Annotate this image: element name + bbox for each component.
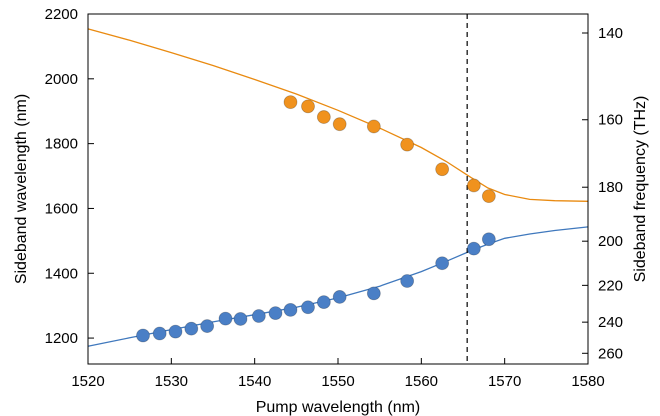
y2-tick-label: 180	[598, 179, 623, 196]
data-point	[332, 117, 347, 132]
data-point	[316, 295, 331, 310]
x-tick-label: 1530	[155, 373, 188, 390]
data-point	[466, 178, 481, 193]
data-point	[268, 306, 283, 321]
data-point	[218, 311, 233, 326]
y2-tick-label: 240	[598, 314, 623, 331]
data-point	[200, 319, 215, 333]
y-axis-label: Sideband wavelength (nm)	[13, 94, 30, 284]
data-point	[435, 256, 450, 271]
fit-line	[87, 28, 589, 202]
y2-tick-label: 200	[598, 233, 623, 250]
x-axis: 1520 1530 1540 1550 1560 1570 1580	[71, 358, 605, 390]
x-tick-label: 1540	[238, 373, 271, 390]
y-tick-label: 1400	[45, 265, 78, 282]
data-point	[481, 189, 496, 204]
data-point	[481, 232, 496, 247]
y2-tick-label: 260	[598, 345, 623, 362]
data-point	[466, 241, 481, 256]
y-tick-label: 1200	[45, 330, 78, 347]
y2-axis-label: Sideband frequency (THz)	[632, 96, 649, 283]
data-point	[233, 312, 248, 326]
data-point	[400, 274, 415, 288]
x-tick-label: 1550	[321, 373, 354, 390]
data-point	[316, 110, 331, 124]
x-tick-label: 1520	[71, 373, 104, 390]
plot-frame	[87, 13, 589, 365]
data-point	[152, 326, 167, 341]
y-tick-label: 2200	[45, 6, 78, 23]
data-point	[136, 328, 150, 343]
data-point	[283, 302, 298, 317]
data-point	[184, 321, 199, 336]
y2-tick-label: 160	[598, 112, 623, 129]
y2-tick-label: 220	[598, 277, 623, 294]
y-tick-label: 1800	[45, 136, 78, 153]
y2-axis: 140 160 180 200 220 240 260	[582, 25, 623, 362]
data-point	[168, 324, 183, 339]
data-points	[136, 95, 496, 343]
y-tick-label: 1600	[45, 200, 78, 217]
y2-tick-label: 140	[598, 25, 623, 42]
data-point	[301, 300, 315, 315]
data-point	[251, 309, 266, 323]
data-point	[366, 286, 381, 301]
data-point	[366, 119, 381, 134]
data-point	[332, 290, 347, 304]
y-tick-label: 2000	[45, 71, 78, 88]
data-point	[435, 162, 450, 177]
data-point	[400, 137, 415, 152]
x-tick-label: 1580	[571, 373, 604, 390]
x-axis-label: Pump wavelength (nm)	[256, 399, 421, 416]
y-axis: 1200 1400 1600 1800 2000 2200	[45, 6, 94, 347]
x-tick-label: 1560	[405, 373, 438, 390]
data-point	[283, 95, 298, 110]
data-point	[301, 99, 315, 114]
x-tick-label: 1570	[488, 373, 521, 390]
